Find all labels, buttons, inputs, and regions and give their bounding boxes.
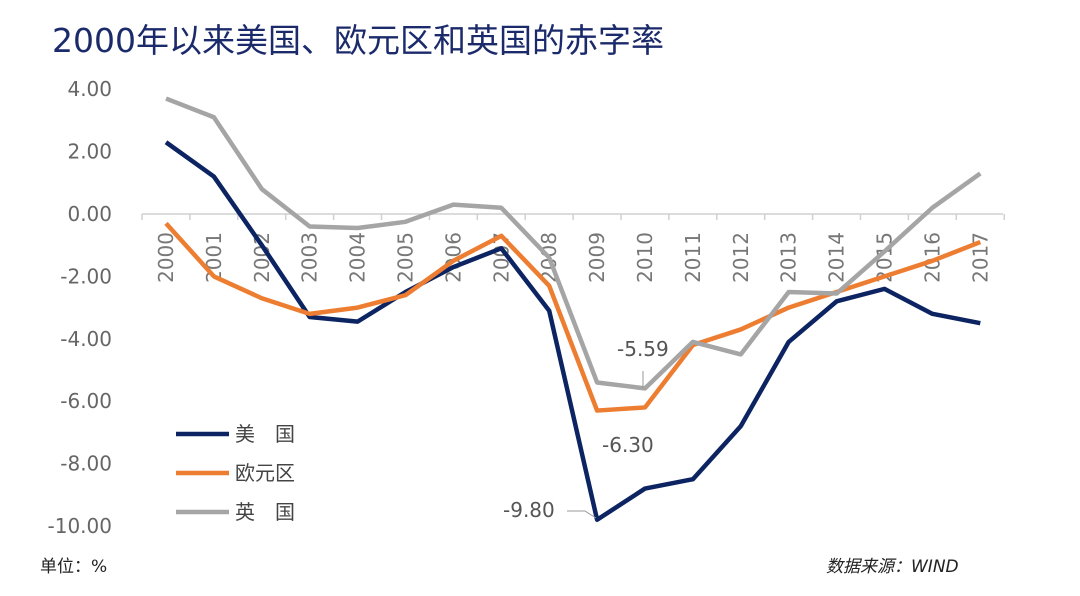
x-tick-label: 2000 [154,232,178,283]
legend-label: 欧元区 [235,461,295,485]
unit-label: 单位：% [40,557,108,577]
y-tick-label: 0.00 [67,202,112,226]
chart-title: 2000年以来美国、欧元区和英国的赤字率 [52,21,664,60]
y-tick-label: -6.00 [60,389,112,413]
source-label: 数据来源：WIND [826,557,959,577]
x-tick-label: 2009 [585,232,609,283]
y-tick-label: -10.00 [48,514,112,538]
legend-label: 英 国 [235,500,295,524]
x-tick-label: 2012 [729,232,753,283]
data-label: -9.80 [503,498,555,522]
series-line-2 [165,96,982,391]
x-tick-label: 2013 [777,232,801,283]
leader-line [567,510,597,519]
data-label: -6.30 [602,433,654,457]
series-line-0 [164,140,981,523]
y-tick-label: 4.00 [67,77,112,101]
y-tick-label: -8.00 [60,452,112,476]
x-tick-label: 2003 [298,232,322,283]
x-tick-label: 2017 [968,232,992,283]
data-label: -5.59 [617,337,669,361]
y-tick-label: -2.00 [60,264,112,288]
x-tick-label: 2005 [394,232,418,283]
legend-label: 美 国 [235,422,295,446]
x-tick-label: 2014 [825,232,849,283]
y-tick-label: 2.00 [67,140,112,164]
x-tick-label: 2004 [346,232,370,283]
x-tick-label: 2010 [633,232,657,283]
x-tick-label: 2011 [681,232,705,283]
y-tick-label: -4.00 [60,327,112,351]
